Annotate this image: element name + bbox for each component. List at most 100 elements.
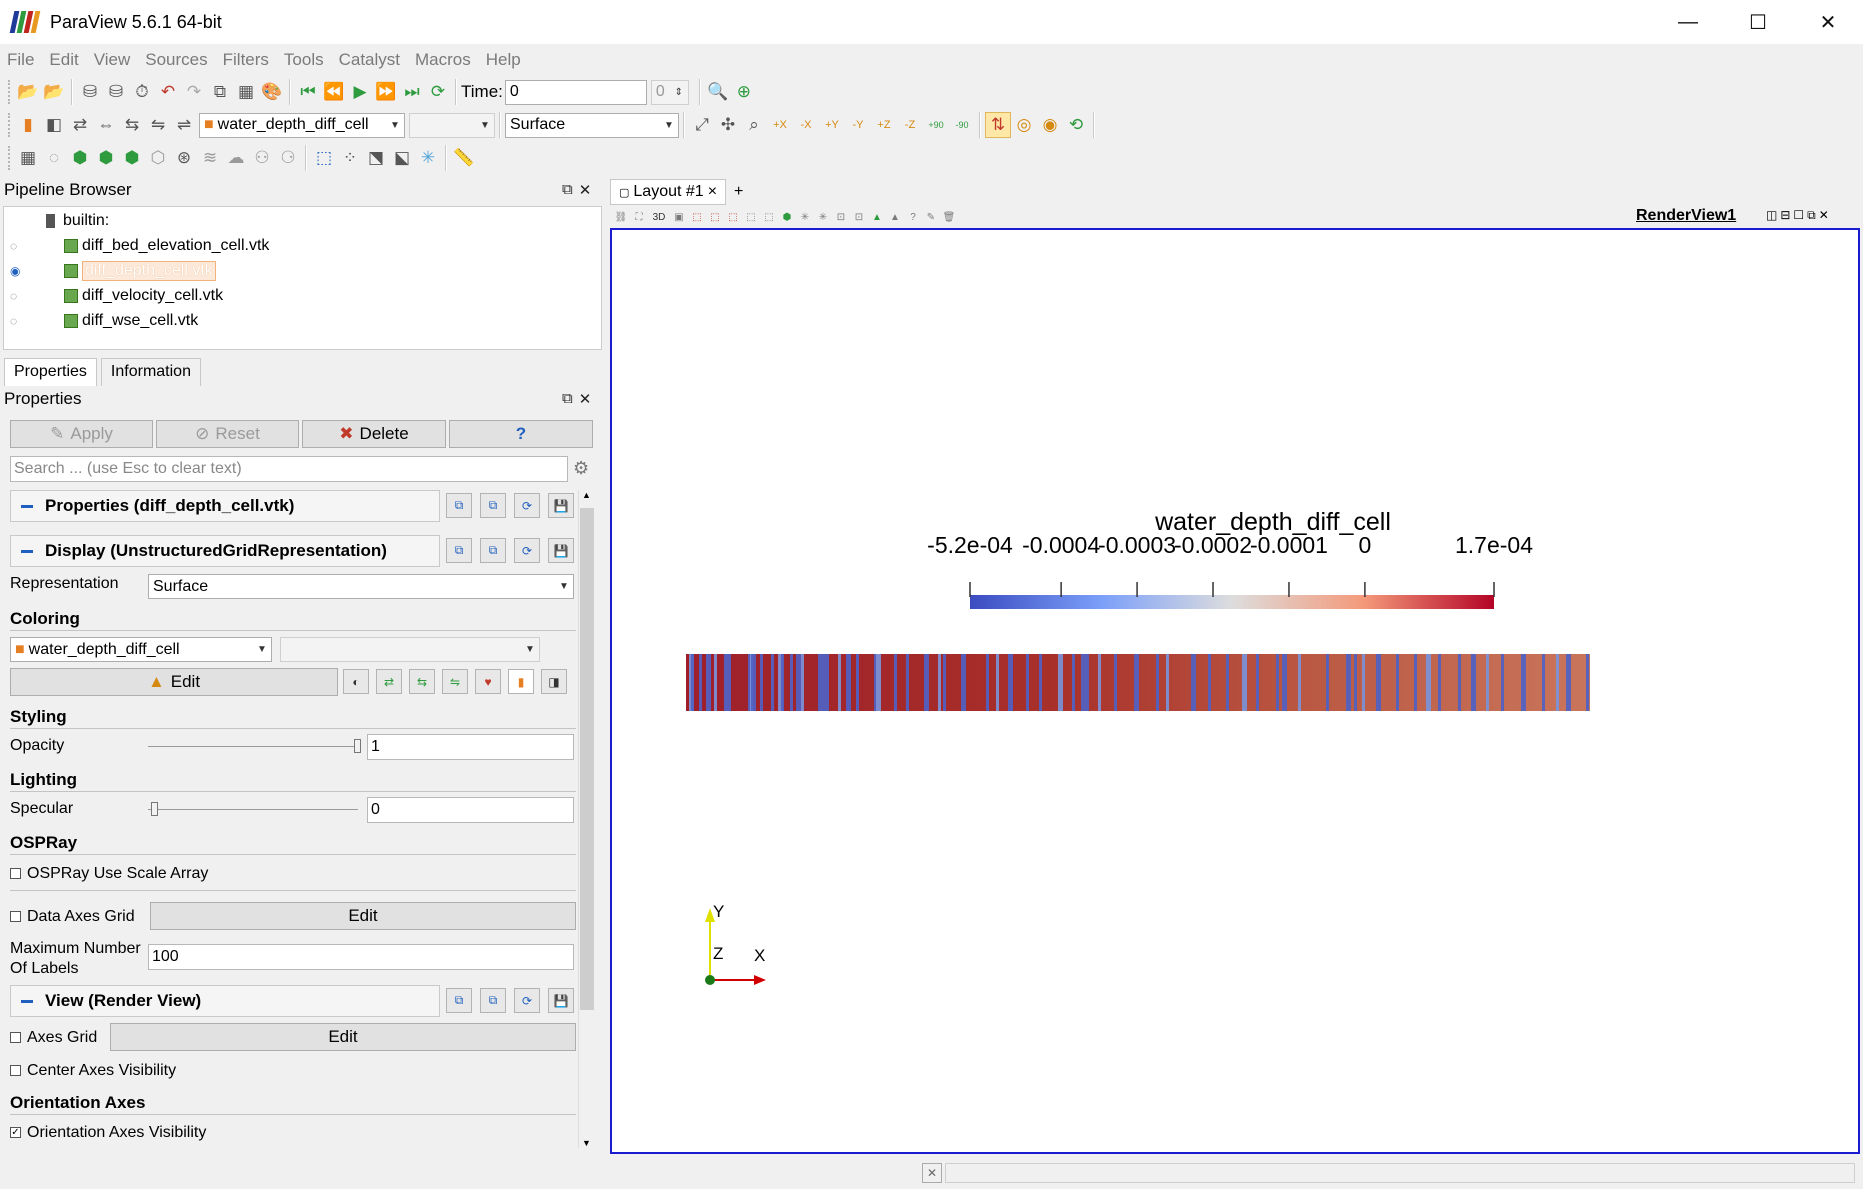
reset-camera-icon[interactable]: ⤢ xyxy=(695,115,709,134)
select-points-through-icon[interactable]: ⬕ xyxy=(393,148,411,167)
view-minus-z-icon[interactable]: -Z xyxy=(904,119,916,131)
center-axes-checkbox[interactable]: Center Axes Visibility xyxy=(10,1062,176,1080)
extract-level-icon[interactable]: ⚆ xyxy=(280,148,296,167)
slice-icon[interactable]: ⬢ xyxy=(98,148,114,167)
eye-closed-icon[interactable]: ◌ xyxy=(10,313,18,328)
rescale-temporal-icon[interactable]: ⇋ xyxy=(442,669,468,694)
gear-icon[interactable]: ⚙ xyxy=(573,458,590,478)
view-minus-x-icon[interactable]: -X xyxy=(800,119,812,131)
view-minus-y-icon[interactable]: -Y xyxy=(852,119,864,131)
apply-button[interactable]: ✎ Apply xyxy=(10,420,153,448)
close-window-button[interactable]: ✕ xyxy=(1819,11,1837,34)
toggle-3d-button[interactable]: 3D xyxy=(652,211,666,223)
properties-search-input[interactable]: Search ... (use Esc to clear text) xyxy=(10,456,568,482)
save-screenshot-icon[interactable]: ⧉ xyxy=(213,82,227,101)
axes-grid-edit-button[interactable]: Edit xyxy=(110,1023,576,1051)
select-cells-on-icon[interactable]: ⬚ xyxy=(315,148,333,167)
threshold-icon[interactable]: ⬢ xyxy=(124,148,140,167)
capture-icon[interactable]: ⛶ xyxy=(635,211,643,223)
paste-icon[interactable]: ⧉ xyxy=(480,988,506,1013)
menu-tools[interactable]: Tools xyxy=(283,50,324,69)
grow-selection-icon[interactable]: ▲ xyxy=(872,211,882,223)
opacity-input[interactable]: 1 xyxy=(367,734,574,760)
zoom-to-data-icon[interactable]: ✣ xyxy=(720,115,736,134)
menu-macros[interactable]: Macros xyxy=(415,50,471,69)
legend-settings-icon[interactable]: ◨ xyxy=(541,669,567,694)
opacity-slider-handle[interactable] xyxy=(354,739,361,753)
select-frustum-cells-icon[interactable]: ⬚ xyxy=(728,211,738,223)
undo-icon[interactable]: ↶ xyxy=(160,82,176,101)
rotate-cw-icon[interactable]: +90 xyxy=(923,112,949,138)
select-frustum-points-icon[interactable]: ⬚ xyxy=(746,211,756,223)
ospray-scale-checkbox[interactable]: OSPRay Use Scale Array xyxy=(10,865,208,883)
reset-range-icon[interactable]: ⇄ xyxy=(72,115,88,134)
add-camera-link-icon[interactable]: ⊕ xyxy=(736,82,751,101)
specular-slider-handle[interactable] xyxy=(151,802,158,816)
select-surface-points-icon[interactable]: ⬚ xyxy=(710,211,720,223)
scroll-up-icon[interactable]: ▲ xyxy=(582,490,591,500)
reset-center-icon[interactable]: ⟲ xyxy=(1068,115,1084,134)
select-cells-through-icon[interactable]: ⬔ xyxy=(367,148,385,167)
hover-points-icon[interactable]: ⊡ xyxy=(854,211,864,223)
reset-button[interactable]: ⊘ Reset xyxy=(156,420,299,448)
pipeline-item[interactable]: ◌ diff_velocity_cell.vtk xyxy=(4,283,601,308)
data-axes-grid-checkbox[interactable]: Data Axes Grid xyxy=(10,908,135,926)
scrollbar-thumb[interactable] xyxy=(580,508,594,1010)
maximize-view-icon[interactable]: ☐ xyxy=(1793,208,1805,222)
select-surface-cells-icon[interactable]: ⬚ xyxy=(692,211,702,223)
select-points-on-icon[interactable]: ⁘ xyxy=(342,148,358,167)
coloring-array-select[interactable]: ■ water_depth_diff_cell ▼ xyxy=(10,637,272,662)
tab-layout-1[interactable]: ▢ Layout #1 × xyxy=(610,179,727,205)
open-file-icon[interactable]: 📂 xyxy=(17,82,39,101)
first-frame-icon[interactable]: ⏮ xyxy=(300,82,316,101)
glyph-icon[interactable]: ⊛ xyxy=(176,148,192,167)
screenshot-icon[interactable]: ▣ xyxy=(674,211,684,223)
coloring-component-select[interactable]: ▼ xyxy=(280,637,540,662)
stream-tracer-icon[interactable]: ≋ xyxy=(202,148,218,167)
color-legend-icon[interactable]: ▮ xyxy=(508,669,534,694)
menu-catalyst[interactable]: Catalyst xyxy=(338,50,401,69)
rescale-temporal-range-icon[interactable]: ⇋ xyxy=(150,115,166,134)
tab-properties[interactable]: Properties xyxy=(4,358,97,386)
redo-icon[interactable]: ↷ xyxy=(186,82,202,101)
close-tab-icon[interactable]: × xyxy=(707,183,718,200)
pick-center-icon[interactable]: ◉ xyxy=(1042,115,1058,134)
menu-file[interactable]: File xyxy=(7,50,35,69)
orientation-axes-checkbox[interactable]: ✓ Orientation Axes Visibility xyxy=(10,1124,206,1142)
eye-closed-icon[interactable]: ◌ xyxy=(10,288,18,303)
select-blocks-icon[interactable]: ⬢ xyxy=(782,211,792,223)
clip-icon[interactable]: ⬢ xyxy=(72,148,88,167)
next-frame-icon[interactable]: ⏩ xyxy=(375,82,397,101)
disconnect-icon[interactable]: ⛁ xyxy=(108,82,124,101)
max-labels-input[interactable]: 100 xyxy=(148,944,574,970)
edit-color-map-button[interactable]: ▲ Edit xyxy=(10,668,338,696)
timestep-spinbox[interactable]: 0 ⇕ xyxy=(650,79,689,105)
loop-icon[interactable]: ⟳ xyxy=(430,82,446,101)
close-panel-icon[interactable]: ✕ xyxy=(578,391,592,408)
interactive-select-icon[interactable]: ✳ xyxy=(420,148,436,167)
last-frame-icon[interactable]: ⏭ xyxy=(404,82,420,101)
hover-cells-icon[interactable]: ⊡ xyxy=(836,211,846,223)
color-array-select[interactable]: ■ water_depth_diff_cell ▼ xyxy=(199,112,405,138)
pipeline-root[interactable]: builtin: xyxy=(46,208,109,233)
restore-icon[interactable]: ⟳ xyxy=(514,493,540,518)
group-datasets-icon[interactable]: ⚇ xyxy=(254,148,270,167)
undock-icon[interactable]: ⧉ xyxy=(562,390,573,407)
specular-input[interactable]: 0 xyxy=(367,797,574,823)
interactive-select-cells-icon[interactable]: ✳ xyxy=(800,211,810,223)
interaction-mode-icon[interactable]: ⇅ xyxy=(985,112,1011,138)
menu-sources[interactable]: Sources xyxy=(145,50,208,69)
menu-edit[interactable]: Edit xyxy=(49,50,79,69)
undock-icon[interactable]: ⧉ xyxy=(562,181,573,198)
extract-subset-icon[interactable]: ⬡ xyxy=(150,148,166,167)
toolbar-grip[interactable] xyxy=(8,146,12,170)
view-plus-z-icon[interactable]: +Z xyxy=(877,119,891,131)
save-icon[interactable]: 💾 xyxy=(548,538,574,563)
scroll-down-icon[interactable]: ▼ xyxy=(582,1138,591,1148)
restore-icon[interactable]: ⟳ xyxy=(514,988,540,1013)
copy-icon[interactable]: ⧉ xyxy=(446,988,472,1013)
connect-icon[interactable]: ⛁ xyxy=(82,82,98,101)
time-field[interactable]: 0 xyxy=(504,79,647,105)
color-map-editor-icon[interactable]: ◧ xyxy=(45,115,63,134)
previous-frame-icon[interactable]: ⏪ xyxy=(323,82,345,101)
